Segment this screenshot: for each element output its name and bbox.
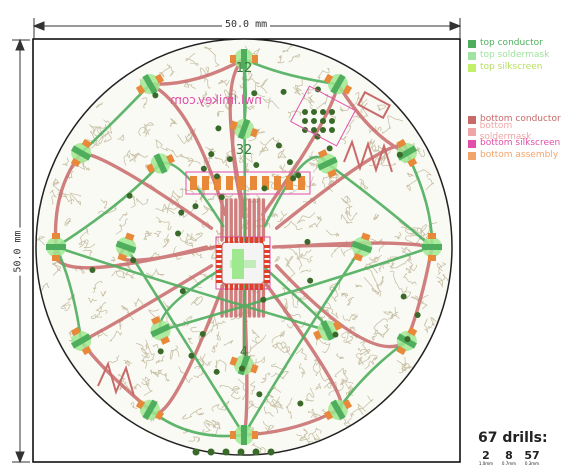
via: [311, 127, 317, 133]
legend-bottom-layers: bottom conductor bottom soldermask botto…: [468, 114, 563, 162]
via: [208, 449, 215, 456]
via: [302, 118, 308, 124]
width-dimension-label: 50.0 mm: [222, 19, 270, 30]
via: [397, 152, 403, 158]
via: [327, 145, 333, 151]
central-ic: [216, 237, 270, 290]
via: [208, 151, 214, 157]
via: [401, 293, 407, 299]
legend-item-bottom-assembly: bottom assembly: [468, 150, 563, 161]
via: [281, 89, 287, 95]
via: [320, 127, 326, 133]
via: [214, 173, 220, 179]
via: [404, 336, 410, 342]
via: [127, 193, 133, 199]
via: [304, 239, 310, 245]
via: [295, 172, 301, 178]
via: [268, 449, 275, 456]
height-dimension-label: 50.0 mm: [13, 227, 24, 275]
legend-top-layers: top conductor top soldermask top silkscr…: [468, 38, 549, 74]
via: [329, 127, 335, 133]
via: [302, 109, 308, 115]
via: [192, 203, 198, 209]
via: [178, 209, 184, 215]
via: [253, 162, 259, 168]
via: [227, 156, 233, 162]
via: [320, 118, 326, 124]
via: [329, 118, 335, 124]
via: [130, 257, 136, 263]
drill-stat-2: 8 0.7mm: [498, 450, 520, 466]
via: [175, 231, 181, 237]
via: [311, 118, 317, 124]
via: [200, 331, 206, 337]
pad-number-top: 12: [236, 61, 253, 76]
via: [152, 92, 158, 98]
via: [332, 332, 338, 338]
pad-number-middle: 32: [236, 143, 253, 158]
via: [214, 369, 220, 375]
via: [239, 365, 245, 371]
legend-item-top-conductor: top conductor: [468, 38, 549, 49]
via: [180, 288, 186, 294]
via: [219, 194, 225, 200]
drill-stat-3: 57 0.3mm: [521, 450, 543, 466]
via: [188, 353, 194, 359]
via: [158, 348, 164, 354]
via: [290, 175, 296, 181]
via: [215, 125, 221, 131]
drill-stat-1: 2 1.0mm: [475, 450, 497, 466]
via: [311, 109, 317, 115]
trace: [274, 245, 363, 247]
pad-number-bottom: 4: [240, 345, 248, 360]
via: [223, 449, 230, 456]
via: [201, 166, 207, 172]
via: [260, 297, 266, 303]
via: [261, 185, 267, 191]
via: [329, 109, 335, 115]
via: [415, 312, 421, 318]
via: [89, 267, 95, 273]
legend-item-bottom-silkscreen: bottom silkscreen: [468, 138, 563, 149]
via: [253, 449, 260, 456]
via: [238, 449, 245, 456]
legend-item-top-silkscreen: top silkscreen: [468, 62, 549, 73]
via: [320, 109, 326, 115]
drills-title: 67 drills:: [478, 430, 548, 446]
via: [276, 143, 282, 149]
mirrored-url-text: nwl.lmikey.com: [170, 93, 262, 107]
via: [287, 159, 293, 165]
via: [193, 449, 200, 456]
via: [297, 401, 303, 407]
legend-item-top-soldermask: top soldermask: [468, 50, 549, 61]
legend-item-bottom-soldermask: bottom soldermask: [468, 126, 563, 137]
via: [256, 391, 262, 397]
via: [307, 278, 313, 284]
